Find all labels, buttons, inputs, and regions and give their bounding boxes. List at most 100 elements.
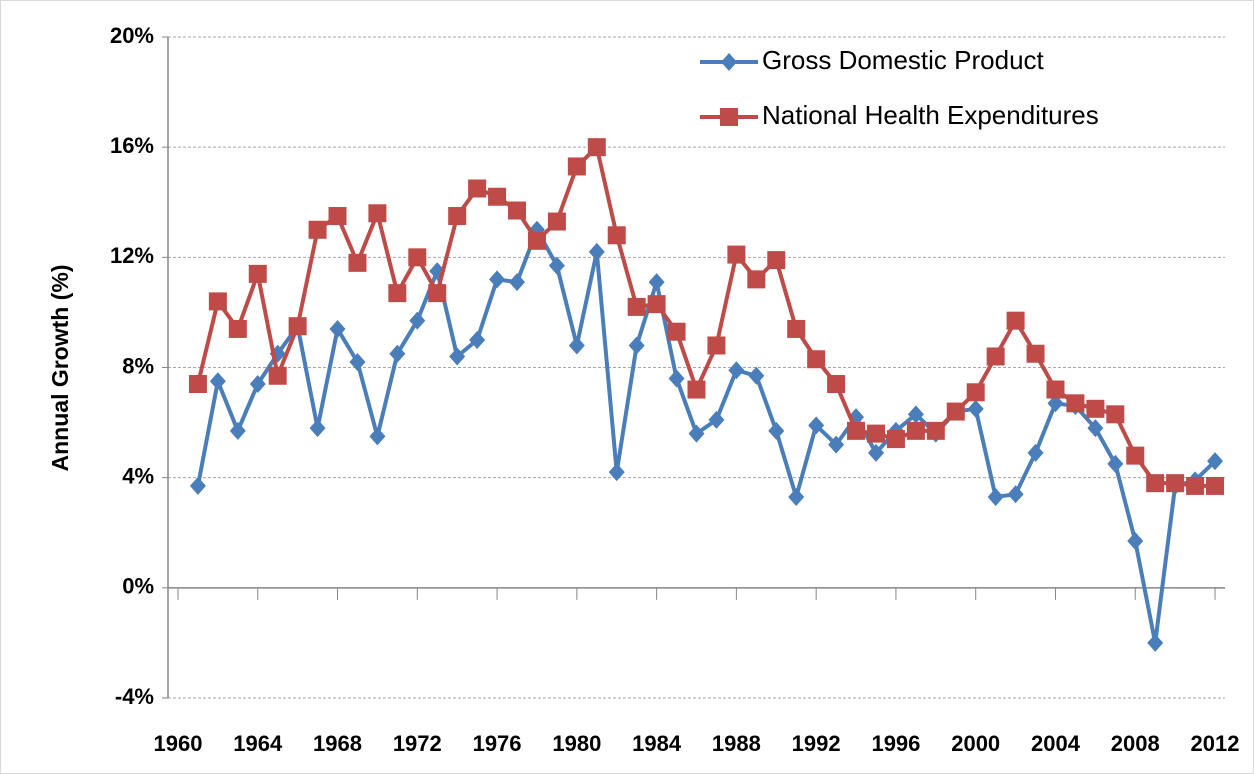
marker <box>547 212 566 231</box>
x-tick-label: 1976 <box>473 731 522 756</box>
marker <box>1027 443 1044 462</box>
x-tick-label: 2000 <box>951 731 1000 756</box>
x-tick-label: 1980 <box>552 731 601 756</box>
marker <box>1006 311 1025 330</box>
marker <box>209 372 226 391</box>
marker <box>847 421 866 440</box>
marker <box>508 201 527 220</box>
x-tick-label: 1984 <box>632 731 682 756</box>
marker <box>1126 446 1145 465</box>
marker <box>428 284 447 303</box>
marker <box>986 347 1005 366</box>
marker <box>707 336 726 355</box>
marker <box>509 273 526 292</box>
marker <box>628 336 645 355</box>
marker <box>967 399 984 418</box>
x-tick-label: 1992 <box>792 731 841 756</box>
marker <box>1147 633 1164 652</box>
y-tick-label: -4% <box>115 684 154 709</box>
marker <box>767 251 786 270</box>
marker <box>1066 394 1085 413</box>
marker <box>389 344 406 363</box>
x-tick-label: 2008 <box>1111 731 1160 756</box>
legend-item: Gross Domestic Product <box>700 45 1045 75</box>
marker <box>1026 344 1045 363</box>
marker <box>1207 452 1224 471</box>
marker <box>1127 532 1144 551</box>
legend-label: Gross Domestic Product <box>762 45 1045 75</box>
marker <box>249 375 266 394</box>
marker <box>720 108 738 126</box>
marker <box>229 421 246 440</box>
x-tick-label: 2004 <box>1031 731 1081 756</box>
marker <box>1046 380 1065 399</box>
y-tick-label: 12% <box>110 243 154 268</box>
marker <box>728 361 745 380</box>
marker <box>349 352 366 371</box>
marker <box>867 443 884 462</box>
marker <box>409 311 426 330</box>
marker <box>188 375 207 394</box>
marker <box>1166 474 1185 493</box>
marker <box>328 207 347 226</box>
marker <box>1107 454 1124 473</box>
marker <box>329 319 346 338</box>
marker <box>608 463 625 482</box>
marker <box>647 295 666 314</box>
marker <box>907 405 924 424</box>
marker <box>469 330 486 349</box>
marker <box>667 322 686 341</box>
marker <box>906 421 925 440</box>
marker <box>1186 476 1205 495</box>
marker <box>827 375 846 394</box>
marker <box>627 297 646 316</box>
x-tick-label: 1988 <box>712 731 761 756</box>
marker <box>1007 485 1024 504</box>
marker <box>747 270 766 289</box>
marker <box>388 284 407 303</box>
marker <box>648 273 665 292</box>
marker <box>807 350 826 369</box>
marker <box>448 207 467 226</box>
marker <box>369 427 386 446</box>
x-tick-label: 2012 <box>1191 731 1240 756</box>
marker <box>708 410 725 429</box>
legend-label: National Health Expenditures <box>762 100 1099 130</box>
y-tick-label: 20% <box>110 23 154 48</box>
marker <box>1087 419 1104 438</box>
y-tick-label: 16% <box>110 133 154 158</box>
marker <box>1146 474 1165 493</box>
y-tick-label: 4% <box>122 463 154 488</box>
marker <box>568 336 585 355</box>
marker <box>588 242 605 261</box>
marker <box>886 430 905 449</box>
marker <box>866 424 885 443</box>
marker <box>748 366 765 385</box>
marker <box>966 383 985 402</box>
marker <box>668 369 685 388</box>
series <box>188 138 1225 495</box>
marker <box>687 380 706 399</box>
marker <box>527 231 546 250</box>
x-tick-label: 1964 <box>233 731 283 756</box>
marker <box>408 248 427 267</box>
marker <box>548 256 565 275</box>
marker <box>727 245 746 264</box>
marker <box>768 421 785 440</box>
marker <box>1047 394 1064 413</box>
marker <box>1206 476 1225 495</box>
marker <box>288 317 307 336</box>
marker <box>808 416 825 435</box>
x-tick-label: 1972 <box>393 731 442 756</box>
y-tick-label: 8% <box>122 353 154 378</box>
marker <box>189 476 206 495</box>
marker <box>228 319 247 338</box>
series-line <box>195 145 1216 488</box>
marker <box>248 264 267 283</box>
marker <box>987 487 1004 506</box>
marker <box>1086 399 1105 418</box>
marker <box>688 424 705 443</box>
marker <box>721 53 737 71</box>
